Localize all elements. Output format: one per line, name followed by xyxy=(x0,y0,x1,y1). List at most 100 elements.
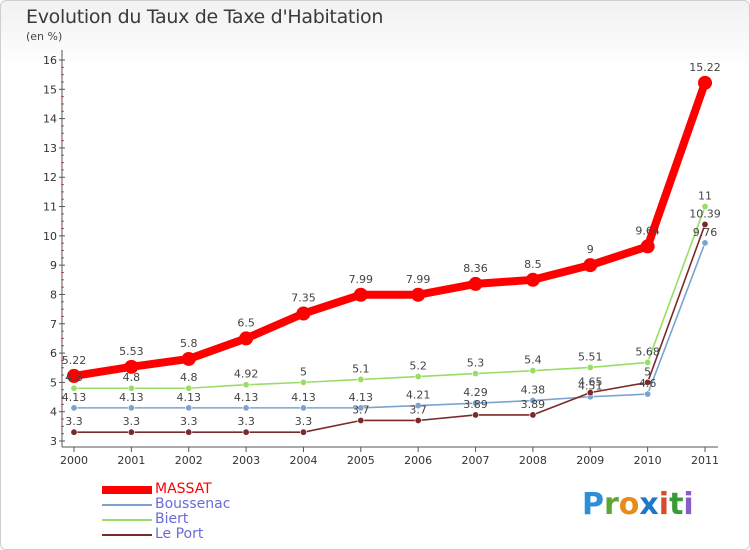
data-point xyxy=(414,402,422,410)
data-point xyxy=(185,384,193,392)
legend-swatch xyxy=(102,519,152,521)
data-point xyxy=(357,375,365,383)
data-label: 4.13 xyxy=(349,391,374,404)
data-label: 3.3 xyxy=(65,415,83,428)
data-label: 9 xyxy=(587,243,594,256)
data-point xyxy=(239,331,254,346)
data-point xyxy=(468,276,483,291)
data-point xyxy=(586,363,594,371)
legend: MASSAT Boussenac Biert Le Port xyxy=(102,482,322,542)
logo-letter: t xyxy=(669,487,684,522)
data-label: 15.22 xyxy=(689,61,721,74)
data-point xyxy=(414,373,422,381)
data-label: 11 xyxy=(698,190,712,203)
legend-item: Le Port xyxy=(102,527,322,542)
legend-swatch xyxy=(102,534,152,536)
data-point xyxy=(698,75,712,90)
x-tick-label: 2008 xyxy=(519,454,547,467)
data-label: 8.5 xyxy=(524,258,542,271)
logo-letter: i xyxy=(683,487,694,522)
legend-item: Boussenac xyxy=(102,497,322,512)
data-label: 3.89 xyxy=(521,398,546,411)
data-point xyxy=(70,404,78,412)
logo-letter: r xyxy=(604,487,619,522)
data-label: 5 xyxy=(644,365,651,378)
data-point xyxy=(644,378,652,386)
logo-letter: o xyxy=(618,487,640,522)
data-label: 7.99 xyxy=(349,273,374,286)
data-label: 3.89 xyxy=(463,398,488,411)
data-point xyxy=(529,397,537,405)
data-label: 4.8 xyxy=(123,371,141,384)
y-tick-label: 4 xyxy=(50,406,57,419)
data-label: 4.21 xyxy=(406,389,431,402)
data-point xyxy=(185,404,193,412)
data-point xyxy=(242,428,250,436)
series-line xyxy=(70,78,709,380)
logo-letter: x xyxy=(639,487,659,522)
y-tick-label: 5 xyxy=(50,376,57,389)
data-point xyxy=(127,428,135,436)
legend-label: Le Port xyxy=(155,526,204,542)
x-tick-label: 2006 xyxy=(404,454,432,467)
data-label: 5.68 xyxy=(635,345,660,358)
data-label: 7.35 xyxy=(291,292,316,305)
data-label: 3.3 xyxy=(180,415,198,428)
legend-item: MASSAT xyxy=(102,482,322,497)
data-point xyxy=(529,367,537,375)
data-point xyxy=(357,404,365,412)
y-tick-label: 9 xyxy=(50,259,57,272)
series-biert xyxy=(70,203,709,392)
legend-swatch xyxy=(102,504,152,506)
x-tick-label: 2011 xyxy=(691,454,719,467)
x-tick-label: 2010 xyxy=(634,454,662,467)
x-tick-label: 2005 xyxy=(347,454,375,467)
data-label: 4.13 xyxy=(62,391,87,404)
data-label: 9.64 xyxy=(635,224,660,237)
data-label: 9.76 xyxy=(693,226,718,239)
series-line xyxy=(73,242,706,409)
data-point xyxy=(640,239,655,254)
x-tick-label: 2004 xyxy=(289,454,317,467)
series-boussenac xyxy=(70,239,709,412)
x-tick-label: 2002 xyxy=(175,454,203,467)
series-line xyxy=(73,205,706,390)
data-point xyxy=(67,368,81,383)
data-point xyxy=(299,378,307,386)
y-tick-label: 11 xyxy=(43,201,57,214)
data-point xyxy=(124,359,139,374)
data-label: 4.13 xyxy=(291,391,316,404)
data-point xyxy=(127,384,135,392)
legend-item: Biert xyxy=(102,512,322,527)
data-label: 4.13 xyxy=(234,391,259,404)
proxiti-logo: Proxiti xyxy=(582,487,694,523)
data-label: 3.3 xyxy=(237,415,255,428)
data-label: 5.3 xyxy=(467,357,485,370)
data-label: 4.13 xyxy=(119,391,144,404)
data-label: 7.99 xyxy=(406,273,431,286)
data-point xyxy=(353,287,368,302)
x-tick-label: 2003 xyxy=(232,454,260,467)
data-point xyxy=(644,358,652,366)
x-tick-label: 2000 xyxy=(60,454,88,467)
data-point xyxy=(525,272,540,287)
data-point xyxy=(472,411,480,419)
series-line xyxy=(73,223,706,434)
data-label: 4.29 xyxy=(463,386,488,399)
series-le-port xyxy=(70,220,709,436)
data-label: 5.1 xyxy=(352,362,370,375)
data-point xyxy=(586,389,594,397)
data-label: 5.8 xyxy=(180,337,198,350)
x-tick-label: 2001 xyxy=(117,454,145,467)
data-point xyxy=(70,428,78,436)
y-tick-label: 10 xyxy=(43,230,57,243)
data-point xyxy=(181,351,196,366)
data-point xyxy=(185,428,193,436)
data-point xyxy=(472,399,480,407)
logo-letter: P xyxy=(582,487,604,522)
legend-swatch xyxy=(102,486,152,494)
data-point xyxy=(583,258,598,273)
data-point xyxy=(701,203,709,211)
